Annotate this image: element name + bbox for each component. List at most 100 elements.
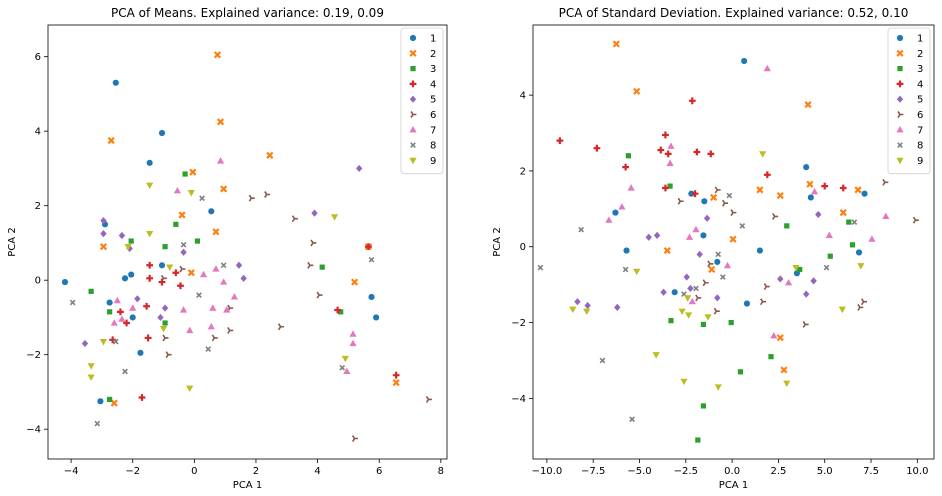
data-point-series-5 [161,304,169,312]
data-point-series-5 [696,250,703,258]
data-point-series-5 [645,233,652,241]
y-tick-label: 0 [35,276,41,287]
series-3 [88,171,344,402]
data-point-series-1 [158,129,166,137]
data-point-series-8 [715,251,722,258]
data-point-series-2 [216,118,225,126]
data-point-series-7 [627,184,635,191]
data-point-series-3 [700,403,707,409]
x-axis-label: PCA 1 [233,480,262,491]
data-point-series-5 [100,230,107,238]
x-tick-label: 5.0 [817,466,833,477]
data-point-series-4 [693,148,701,156]
data-point-series-6 [425,395,432,403]
data-point-series-7 [207,322,215,330]
data-point-series-6 [860,298,868,306]
data-point-series-5 [134,295,141,303]
data-point-series-5 [574,298,581,306]
x-tick-label: 7.5 [863,466,879,477]
data-point-series-5 [802,290,810,298]
data-point-series-3 [107,309,113,315]
data-point-series-5 [683,273,690,281]
data-point-series-6 [351,435,358,442]
data-point-series-2 [110,399,118,407]
legend-label: 8 [430,141,436,152]
data-point-series-7 [230,293,239,300]
data-point-series-3 [797,266,803,273]
y-tick-label: 6 [35,52,41,63]
x-tick-label: 2 [253,466,259,477]
data-point-series-9 [783,380,791,387]
data-point-series-1 [96,397,104,405]
legend-label: 4 [917,79,923,90]
data-point-series-1 [713,258,721,266]
y-tick-label: 4 [520,91,526,102]
legend-marker-5 [409,95,417,103]
data-point-series-8 [693,285,699,292]
data-point-series-8 [823,264,830,271]
data-point-series-7 [882,212,890,220]
legend-marker-2 [896,49,904,57]
data-point-series-1 [855,248,863,256]
x-tick-label: −10.0 [532,466,563,477]
y-tick-label: 4 [35,127,41,138]
data-point-series-3 [173,221,179,227]
legend-marker-7 [896,126,904,133]
x-tick-label: 2.5 [770,466,786,477]
legend-label: 8 [917,141,923,152]
chart-title: PCA of Means. Explained variance: 0.19, … [111,6,384,20]
data-point-series-5 [810,277,817,285]
chart-panel-1: PCA of Means. Explained variance: 0.19, … [7,6,448,491]
data-point-series-5 [614,303,621,311]
data-point-series-1 [756,246,764,255]
data-point-series-3 [88,288,94,294]
data-point-series-4 [664,150,672,158]
data-point-series-2 [187,269,195,277]
data-point-series-9 [759,151,767,158]
data-point-series-4 [691,190,699,198]
y-tick-label: 0 [520,242,526,253]
data-point-series-7 [618,203,626,210]
legend-box [400,27,444,175]
legend: 1 2 3 4 5 6 7 8 9 [400,27,444,175]
data-point-series-4 [146,261,154,269]
data-point-series-1 [611,209,619,217]
data-point-series-7 [349,339,357,347]
data-point-series-4 [662,184,669,192]
data-point-series-6 [677,197,684,205]
data-point-series-9 [704,314,712,321]
data-point-series-4 [172,269,180,277]
data-point-series-3 [338,309,344,315]
data-point-series-4 [662,131,669,139]
data-point-series-6 [763,283,770,290]
data-point-series-5 [703,214,711,222]
legend-label: 7 [430,125,436,136]
legend-label: 1 [917,34,923,45]
data-point-series-6 [264,191,271,198]
data-point-series-4 [763,171,771,179]
legend-marker-1 [409,34,417,42]
data-point-series-7 [118,315,126,322]
data-point-series-2 [99,243,108,251]
data-point-series-1 [622,246,631,255]
series-1 [611,57,869,308]
data-point-series-6 [248,194,255,202]
data-point-series-7 [179,306,188,313]
data-point-series-5 [584,301,591,310]
data-point-series-6 [857,303,864,311]
data-point-series-8 [205,346,212,352]
data-point-series-9 [684,295,692,302]
data-point-series-9 [341,355,349,363]
data-point-series-6 [802,320,809,328]
data-point-series-7 [220,278,228,285]
data-point-series-3 [128,238,134,244]
legend-marker-6 [410,111,417,118]
x-tick-label: −4 [64,466,79,477]
data-point-series-7 [110,319,118,326]
data-point-series-4 [117,308,124,316]
data-point-series-4 [392,371,400,379]
data-point-series-3 [737,369,744,375]
data-point-series-1 [802,163,810,171]
data-point-series-2 [780,366,788,374]
data-point-series-7 [868,235,876,242]
